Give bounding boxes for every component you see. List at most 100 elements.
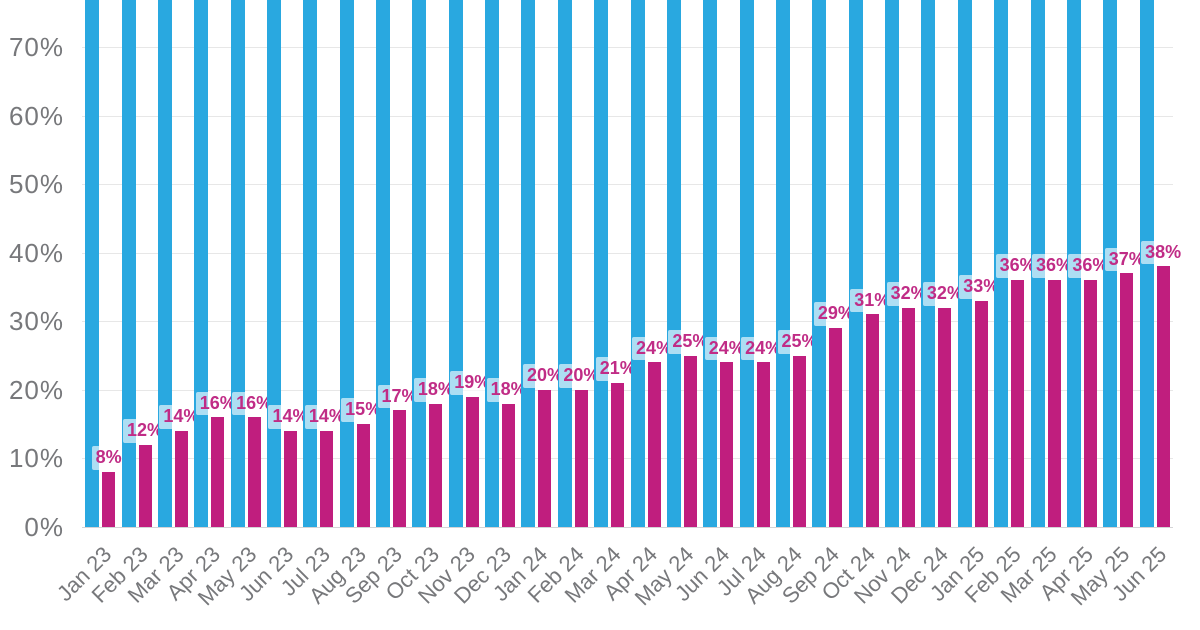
value-bar: 37%	[1104, 247, 1149, 527]
total-bar	[885, 0, 900, 527]
value-bar: 25%	[777, 329, 822, 527]
value-label: 19%	[450, 370, 495, 395]
value-label: 29%	[813, 302, 858, 327]
total-bar	[739, 0, 754, 527]
value-bar: 36%	[1068, 254, 1113, 527]
value-label: 18%	[413, 377, 458, 402]
total-bar	[121, 0, 136, 527]
value-bar: 29%	[813, 302, 858, 527]
month-group: 21% Mar 24	[559, 0, 640, 608]
value-bar: 14%	[268, 405, 313, 527]
month-group: 20% Jan 24	[488, 0, 567, 606]
gridline	[82, 389, 1173, 391]
value-label: 33%	[959, 274, 1004, 299]
month-group: 14% Mar 23	[123, 0, 204, 608]
value-bar: 25%	[668, 329, 713, 527]
month-group: 29% Sep 24	[777, 0, 858, 609]
value-label: 25%	[777, 329, 822, 354]
value-label: 36%	[1068, 254, 1113, 279]
value-bar: 36%	[995, 254, 1040, 527]
value-label: 14%	[268, 405, 313, 429]
total-bar	[848, 0, 863, 527]
value-bar: 17%	[377, 384, 422, 527]
value-label: 14%	[159, 405, 204, 429]
value-label: 32%	[922, 281, 967, 306]
value-label: 32%	[886, 281, 931, 306]
value-label: 20%	[522, 364, 567, 388]
month-group: 24% Jul 24	[712, 0, 786, 601]
value-label: 24%	[632, 336, 677, 361]
value-bar: 14%	[304, 405, 349, 527]
value-label: 21%	[595, 357, 640, 381]
value-label: 24%	[741, 336, 786, 361]
y-axis-tick-label: 50%	[8, 169, 64, 200]
value-label: 20%	[559, 364, 604, 388]
value-bar: 31%	[850, 288, 895, 527]
value-bar: 20%	[522, 364, 567, 527]
month-group: 32% Dec 24	[886, 0, 967, 609]
value-label: 16%	[195, 391, 240, 416]
y-axis-tick-label: 10%	[8, 443, 64, 474]
x-axis-baseline	[82, 527, 1173, 528]
value-bar: 15%	[341, 398, 386, 527]
gridline	[82, 115, 1173, 117]
total-bar	[957, 0, 972, 527]
total-bar	[376, 0, 391, 527]
value-label: 14%	[304, 405, 349, 429]
gridline	[82, 458, 1173, 460]
value-label: 24%	[704, 336, 749, 361]
value-bar: 24%	[632, 336, 677, 527]
month-group: 36% Apr 25	[1035, 0, 1113, 605]
value-label: 8%	[91, 446, 126, 471]
month-group: 25% May 24	[630, 0, 713, 610]
total-bar	[157, 0, 172, 527]
month-group: 16% May 23	[193, 0, 277, 610]
month-group: 36% Feb 25	[959, 0, 1040, 608]
month-group: 20% Feb 24	[523, 0, 604, 608]
value-label: 37%	[1104, 247, 1149, 272]
month-group: 18% Dec 23	[449, 0, 531, 609]
total-bar	[557, 0, 572, 527]
value-bar: 36%	[1032, 254, 1077, 527]
month-group: 24% Apr 24	[598, 0, 677, 605]
value-label: 16%	[232, 391, 277, 416]
value-label: 17%	[377, 384, 422, 409]
plot-area: 8% Jan 23 12% Feb 23 14% Mar 23 16% Apr 23 16% Ma…	[52, 0, 1186, 610]
total-bar	[448, 0, 463, 527]
month-group: 37% May 25	[1066, 0, 1149, 610]
value-bar: 24%	[741, 336, 786, 527]
value-bar: 32%	[886, 281, 931, 527]
total-bar	[485, 0, 500, 527]
total-bar	[776, 0, 790, 527]
gridline	[82, 321, 1173, 323]
value-bar: 24%	[704, 336, 749, 527]
value-bar: 8%	[91, 446, 126, 527]
total-bar	[630, 0, 645, 527]
value-bar: 16%	[232, 391, 277, 527]
month-group: 18% Oct 23	[380, 0, 458, 605]
month-group: 25% Aug 24	[740, 0, 822, 609]
y-axis-tick-label: 60%	[8, 100, 64, 131]
month-group: 33% Jan 25	[925, 0, 1004, 606]
value-bar: 33%	[959, 274, 1004, 527]
month-group: 8% Jan 23	[52, 0, 126, 606]
month-group: 17% Sep 23	[340, 0, 422, 609]
total-bar	[303, 0, 318, 527]
value-bar: 12%	[123, 418, 168, 527]
y-axis-tick-label: 70%	[8, 32, 64, 62]
total-bar	[812, 0, 827, 527]
total-bar	[703, 0, 718, 527]
month-group: 32% Nov 24	[849, 0, 931, 609]
total-bar	[230, 0, 245, 527]
month-group: 15% Aug 23	[304, 0, 386, 609]
total-bar	[266, 0, 281, 527]
value-label: 18%	[486, 377, 531, 402]
month-group: 31% Oct 24	[816, 0, 895, 605]
y-axis-tick-label: 20%	[8, 374, 64, 405]
value-label: 36%	[995, 254, 1040, 279]
total-bar	[521, 0, 536, 527]
value-bar: 38%	[1141, 240, 1186, 527]
month-group: 19% Nov 23	[413, 0, 495, 609]
month-group: 16% Apr 23	[162, 0, 240, 605]
value-label: 15%	[341, 398, 386, 423]
